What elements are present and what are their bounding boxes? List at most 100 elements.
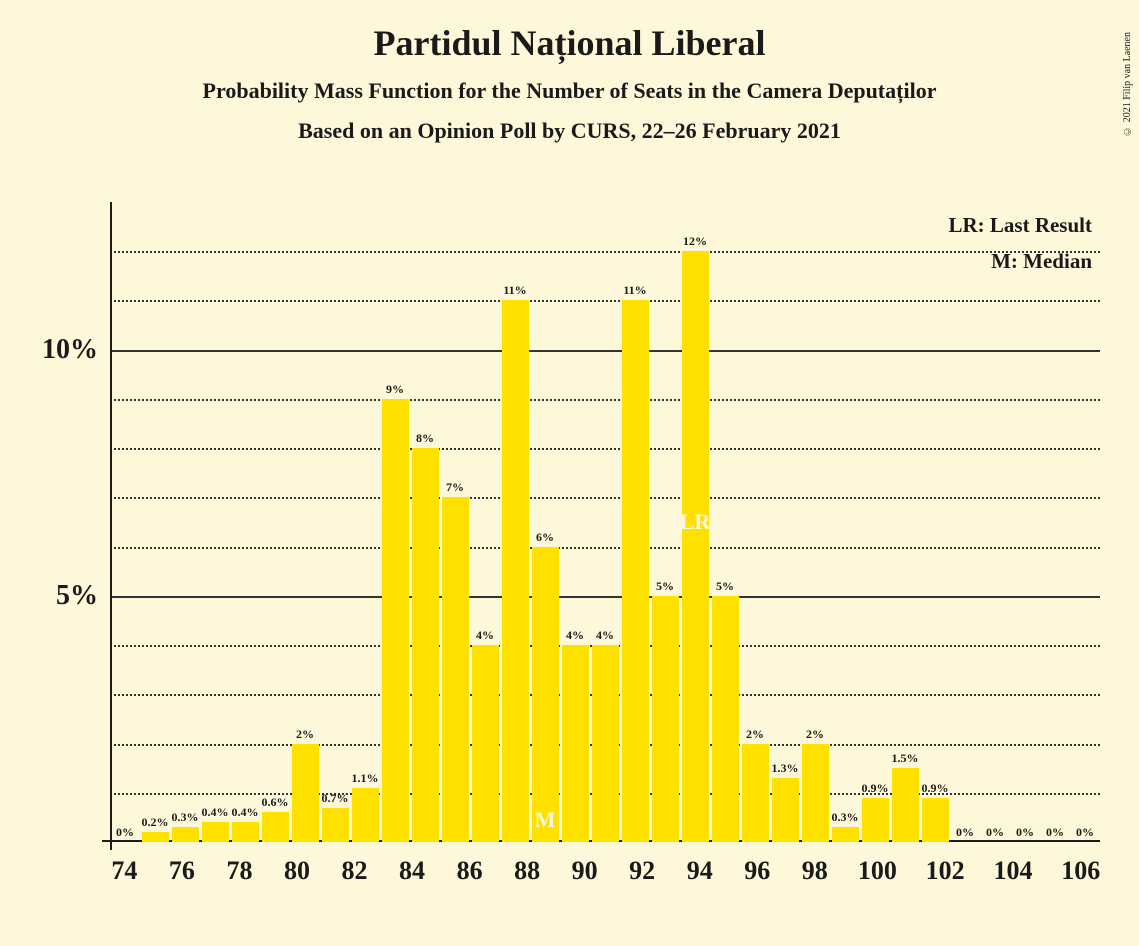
bar-value-label: 5% bbox=[656, 579, 674, 596]
bar-slot: 0.4% bbox=[200, 202, 230, 842]
bar: 1.3% bbox=[772, 778, 799, 842]
x-axis-tick: 76 bbox=[168, 856, 197, 886]
bar: 11% bbox=[622, 300, 649, 842]
bar-slot: 5% bbox=[710, 202, 740, 842]
x-axis-tick: 102 bbox=[926, 856, 965, 886]
last-result-marker: LR bbox=[680, 509, 711, 535]
x-axis-tick: 100 bbox=[858, 856, 897, 886]
bar: 0.6% bbox=[262, 812, 289, 842]
legend-median: M: Median bbox=[948, 244, 1092, 280]
bar: 6%M bbox=[532, 547, 559, 842]
chart-subtitle-1: Probability Mass Function for the Number… bbox=[0, 78, 1139, 104]
bar-value-label: 0.2% bbox=[142, 815, 169, 832]
x-axis-tick: 78 bbox=[225, 856, 254, 886]
bar: 0.9% bbox=[862, 798, 889, 842]
bar: 4% bbox=[472, 645, 499, 842]
y-axis-tick: 10% bbox=[42, 334, 110, 366]
bar-value-label: 2% bbox=[296, 727, 314, 744]
bar-slot: 4% bbox=[470, 202, 500, 842]
bar-value-label: 0% bbox=[1076, 825, 1094, 842]
x-axis-tick: 98 bbox=[800, 856, 829, 886]
bar-slot: 4% bbox=[590, 202, 620, 842]
bar: 0.3% bbox=[172, 827, 199, 842]
x-axis-tick: 80 bbox=[283, 856, 312, 886]
x-axis-tick: 74 bbox=[110, 856, 139, 886]
x-axis-tick: 84 bbox=[398, 856, 427, 886]
bar-value-label: 11% bbox=[623, 283, 646, 300]
bar: 0.7% bbox=[322, 808, 349, 842]
legend-last-result: LR: Last Result bbox=[948, 208, 1092, 244]
bar-slot: 0% bbox=[980, 202, 1010, 842]
x-axis-tick: 86 bbox=[455, 856, 484, 886]
bar-value-label: 4% bbox=[476, 628, 494, 645]
bar-slot: 0.9% bbox=[920, 202, 950, 842]
bar: 2% bbox=[292, 744, 319, 842]
x-axis-tick bbox=[369, 856, 398, 886]
bar-value-label: 1.1% bbox=[352, 771, 379, 788]
chart-plot-area: 5%10%0%0.2%0.3%0.4%0.4%0.6%2%0.7%1.1%9%8… bbox=[110, 202, 1100, 842]
bar: 7% bbox=[442, 497, 469, 842]
bar-slot: 8% bbox=[410, 202, 440, 842]
bar-slot: 0.9% bbox=[860, 202, 890, 842]
bar-slot: 7% bbox=[440, 202, 470, 842]
bar-slot: 0% bbox=[950, 202, 980, 842]
chart-title: Partidul Național Liberal bbox=[0, 22, 1139, 64]
bar-value-label: 0% bbox=[956, 825, 974, 842]
bar-value-label: 0% bbox=[1046, 825, 1064, 842]
x-axis-tick bbox=[599, 856, 628, 886]
bar-slot: 2% bbox=[800, 202, 830, 842]
x-axis-tick: 88 bbox=[513, 856, 542, 886]
bar-slot: 0.7% bbox=[320, 202, 350, 842]
bar-slot: 0.3% bbox=[170, 202, 200, 842]
bar-slot: 0.4% bbox=[230, 202, 260, 842]
bar: 2% bbox=[802, 744, 829, 842]
x-axis-tick bbox=[772, 856, 801, 886]
bar: 4% bbox=[562, 645, 589, 842]
x-axis-tick: 104 bbox=[993, 856, 1032, 886]
x-axis-tick bbox=[965, 856, 994, 886]
x-axis-tick bbox=[897, 856, 926, 886]
bar-value-label: 2% bbox=[806, 727, 824, 744]
bar: 1.5% bbox=[892, 768, 919, 842]
bar: 0.9% bbox=[922, 798, 949, 842]
bar-value-label: 2% bbox=[746, 727, 764, 744]
chart-subtitle-2: Based on an Opinion Poll by CURS, 22–26 … bbox=[0, 118, 1139, 144]
bar-slot: 11% bbox=[620, 202, 650, 842]
x-axis-tick: 106 bbox=[1061, 856, 1100, 886]
bar: 0.3% bbox=[832, 827, 859, 842]
x-axis-tick bbox=[829, 856, 858, 886]
bar-value-label: 0.3% bbox=[832, 810, 859, 827]
bar: 12%LR bbox=[682, 251, 709, 842]
bar-slot: 6%M bbox=[530, 202, 560, 842]
bar-slot: 1.1% bbox=[350, 202, 380, 842]
bar-slot: 2% bbox=[740, 202, 770, 842]
bar: 8% bbox=[412, 448, 439, 842]
x-axis-tick bbox=[139, 856, 168, 886]
bar: 0.4% bbox=[232, 822, 259, 842]
bar-slot: 1.3% bbox=[770, 202, 800, 842]
bar-slot: 5% bbox=[650, 202, 680, 842]
bar: 9% bbox=[382, 399, 409, 842]
bar-value-label: 1.3% bbox=[772, 761, 799, 778]
bar-value-label: 7% bbox=[446, 480, 464, 497]
bar-slot: 0% bbox=[1070, 202, 1100, 842]
x-axis-tick bbox=[541, 856, 570, 886]
bar: 11% bbox=[502, 300, 529, 842]
bar-value-label: 0% bbox=[1016, 825, 1034, 842]
x-axis-tick bbox=[1032, 856, 1061, 886]
bar-value-label: 0.6% bbox=[262, 795, 289, 812]
bar-slot: 0.3% bbox=[830, 202, 860, 842]
bars-container: 0%0.2%0.3%0.4%0.4%0.6%2%0.7%1.1%9%8%7%4%… bbox=[110, 202, 1100, 842]
bar: 5% bbox=[652, 596, 679, 842]
bar-slot: 4% bbox=[560, 202, 590, 842]
x-axis-tick: 92 bbox=[628, 856, 657, 886]
bar-slot: 2% bbox=[290, 202, 320, 842]
bar-value-label: 6% bbox=[536, 530, 554, 547]
bar-value-label: 0.3% bbox=[172, 810, 199, 827]
bar-slot: 0% bbox=[1010, 202, 1040, 842]
bar-value-label: 0.7% bbox=[322, 791, 349, 808]
x-axis-tick bbox=[426, 856, 455, 886]
bar-value-label: 0.4% bbox=[202, 805, 229, 822]
bar-slot: 11% bbox=[500, 202, 530, 842]
bar-value-label: 0% bbox=[986, 825, 1004, 842]
